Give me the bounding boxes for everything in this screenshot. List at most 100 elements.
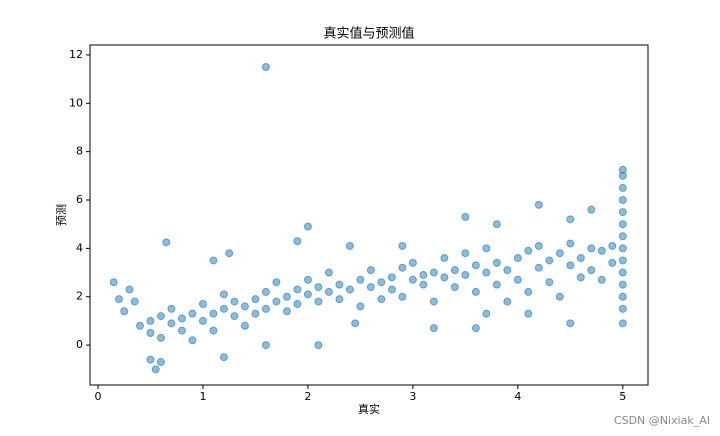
x-tick-label: 0 [94,390,101,403]
point [188,309,197,318]
point [156,312,165,321]
point [618,196,627,205]
point [356,275,365,284]
point [618,280,627,289]
watermark: CSDN @Nixiak_AI [614,414,710,427]
point [324,268,333,277]
point [324,287,333,296]
point [251,309,260,318]
point [513,254,522,263]
point [597,246,606,255]
point [513,275,522,284]
point [303,275,312,284]
y-tick-label: 10 [69,96,83,109]
point [209,309,218,318]
point [576,254,585,263]
point [293,299,302,308]
point [471,261,480,270]
point [366,283,375,292]
point [209,256,218,265]
point [576,273,585,282]
point [450,283,459,292]
point [351,319,360,328]
point [219,304,228,313]
point [461,212,470,221]
point [162,238,171,247]
point [608,258,617,267]
point [198,316,207,325]
point [251,295,260,304]
point [156,358,165,367]
point [114,295,123,304]
point [566,261,575,270]
point [314,341,323,350]
y-tick-label: 8 [76,145,83,158]
point [282,292,291,301]
point [356,302,365,311]
point [534,263,543,272]
point [240,321,249,330]
point [587,266,596,275]
point [608,241,617,250]
point [387,273,396,282]
point [618,220,627,229]
point [618,256,627,265]
point [261,287,270,296]
point [566,319,575,328]
point [555,292,564,301]
point [524,287,533,296]
chart-title: 真实值与预测值 [323,26,414,42]
point [566,239,575,248]
point [408,258,417,267]
point [230,312,239,321]
point [450,266,459,275]
point [419,280,428,289]
point [146,329,155,338]
point [566,215,575,224]
point [587,244,596,253]
plot-frame [89,44,649,386]
point [261,63,270,72]
point [440,273,449,282]
point [282,307,291,316]
point [492,220,501,229]
point [482,244,491,253]
point [366,266,375,275]
point [408,275,417,284]
point [156,333,165,342]
point [618,268,627,277]
point [482,309,491,318]
point [429,324,438,333]
point [429,297,438,306]
point [130,297,139,306]
point [398,263,407,272]
point [597,275,606,284]
point [503,297,512,306]
point [125,285,134,294]
point [618,232,627,241]
point [618,165,627,174]
point [177,314,186,323]
x-tick-label: 3 [409,390,416,403]
point [314,283,323,292]
y-tick-label: 2 [76,290,83,303]
point [272,278,281,287]
point [461,249,470,258]
point [534,241,543,250]
point [377,278,386,287]
point [534,200,543,209]
point [545,256,554,265]
point [261,304,270,313]
point [545,278,554,287]
point [555,249,564,258]
y-tick-label: 0 [76,338,83,351]
point [345,285,354,294]
point [503,266,512,275]
x-tick-label: 4 [514,390,521,403]
point [524,309,533,318]
point [198,299,207,308]
point [440,254,449,263]
point [303,290,312,299]
point [151,365,160,374]
